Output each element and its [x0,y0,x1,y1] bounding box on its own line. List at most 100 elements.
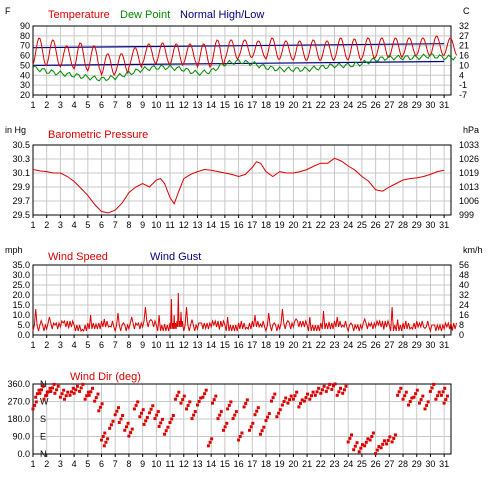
wind-dir-point [38,391,42,395]
y-tick-label: 30.1 [12,168,30,178]
x-tick-label: 23 [330,340,340,350]
wind-dir-point [201,395,205,399]
x-tick-label: 3 [58,100,63,110]
x-tick-label: 15 [220,100,230,110]
wind-dir-point [79,386,83,390]
wind-dir-point [385,442,389,446]
wind-dir-point [430,386,434,390]
wind-dir-point [370,435,374,438]
y-tick-label: 0.0 [17,449,30,459]
x-tick-label: 2 [44,340,49,350]
wind-dir-point [255,409,259,413]
wind-dir-point [320,388,324,392]
wind-dir-point [117,421,121,424]
x-tick-label: 14 [206,100,216,110]
x-tick-label: 10 [151,459,161,469]
plot-area [33,145,451,215]
x-tick-label: 1 [30,459,35,469]
x-tick-label: 20 [288,340,298,350]
x-tick-label: 29 [412,220,422,230]
x-tick-label: 9 [140,340,145,350]
x-tick-label: 3 [58,459,63,469]
y-tick-label-right: 32 [459,21,469,31]
x-tick-label: 25 [357,459,367,469]
wind-dir-point [366,437,370,441]
wind-dir-point [216,417,220,421]
wind-dir-point [174,397,177,401]
legend-label: Temperature [48,9,110,21]
wind-dir-point [275,415,279,419]
wind-dir-point [81,382,85,386]
wind-dir-point [326,386,330,390]
normal-high-line [32,43,445,49]
wind-dir-point [393,433,397,437]
wind-dir-point [104,440,108,444]
wind-dir-point [386,438,390,442]
wind-dir-point [315,390,319,394]
x-tick-label: 4 [72,340,77,350]
compass-label: N [40,449,47,459]
wind-dir-point [219,410,223,414]
x-tick-label: 20 [288,100,298,110]
x-tick-label: 12 [179,100,189,110]
wind-dir-point [46,390,50,394]
wind-dir-point [311,390,315,394]
legend-label: Dew Point [120,9,170,21]
x-tick-label: 30 [425,100,435,110]
wind-dir-point [94,396,98,400]
wind-dir-point [188,400,192,404]
x-tick-label: 24 [343,100,353,110]
x-tick-label: 27 [384,340,394,350]
wind-dir-point [175,394,179,398]
wind-dir-point [71,386,75,390]
wind-dir-point [196,403,199,407]
wind-dir-point [317,386,321,390]
wind-dir-point [111,419,115,423]
y-tick-label-right: 32 [459,290,469,300]
wind-dir-point [445,394,449,398]
legend-label: Wind Gust [150,251,201,263]
x-tick-label: 1 [30,340,35,350]
wind-dir-point [259,432,262,436]
wind-dir-point [193,410,197,414]
x-tick-label: 11 [165,459,174,469]
y-tick-label-right: 0 [459,330,464,340]
wind-dir-point [237,438,241,442]
wind-dir-point [85,394,89,398]
wind-dir-point [98,405,102,409]
wind-dir-point [164,429,168,433]
wind-dir-point [361,443,364,447]
left-unit-label: F [5,6,11,16]
x-tick-label: 31 [439,100,449,110]
y-tick-label-right: 4 [459,70,464,80]
x-tick-label: 2 [44,220,49,230]
x-tick-label: 26 [371,220,381,230]
x-tick-label: 28 [398,220,408,230]
y-tick-label-right: 56 [459,260,469,270]
y-tick-label-right: -7 [459,90,467,100]
wind-dir-point [41,384,45,388]
x-tick-label: 25 [357,220,367,230]
x-tick-label: 23 [330,459,340,469]
wind-dir-point [284,396,288,400]
wind-dir-point [346,440,350,444]
chart-title: Wind Dir (deg) [70,371,141,383]
wind-dir-point [437,390,441,394]
x-tick-label: 21 [302,340,312,350]
wind-dir-point [140,411,143,415]
wind-dir-point [223,425,227,429]
wind-dir-point [182,394,186,398]
x-tick-label: 1 [30,100,35,110]
x-tick-label: 2 [44,100,49,110]
wind-speed-line [32,292,457,333]
wind-dir-point [78,389,82,393]
wind-dir-point [49,389,53,393]
wind-dir-point [415,388,419,392]
wind-dir-point [190,417,194,421]
x-tick-label: 5 [85,220,90,230]
y-tick-label: 29.7 [12,196,30,206]
wind-dir-point [35,392,39,396]
wind-dir-point [337,390,341,394]
wind-dir-point [293,394,297,398]
pressure-line [32,157,445,214]
